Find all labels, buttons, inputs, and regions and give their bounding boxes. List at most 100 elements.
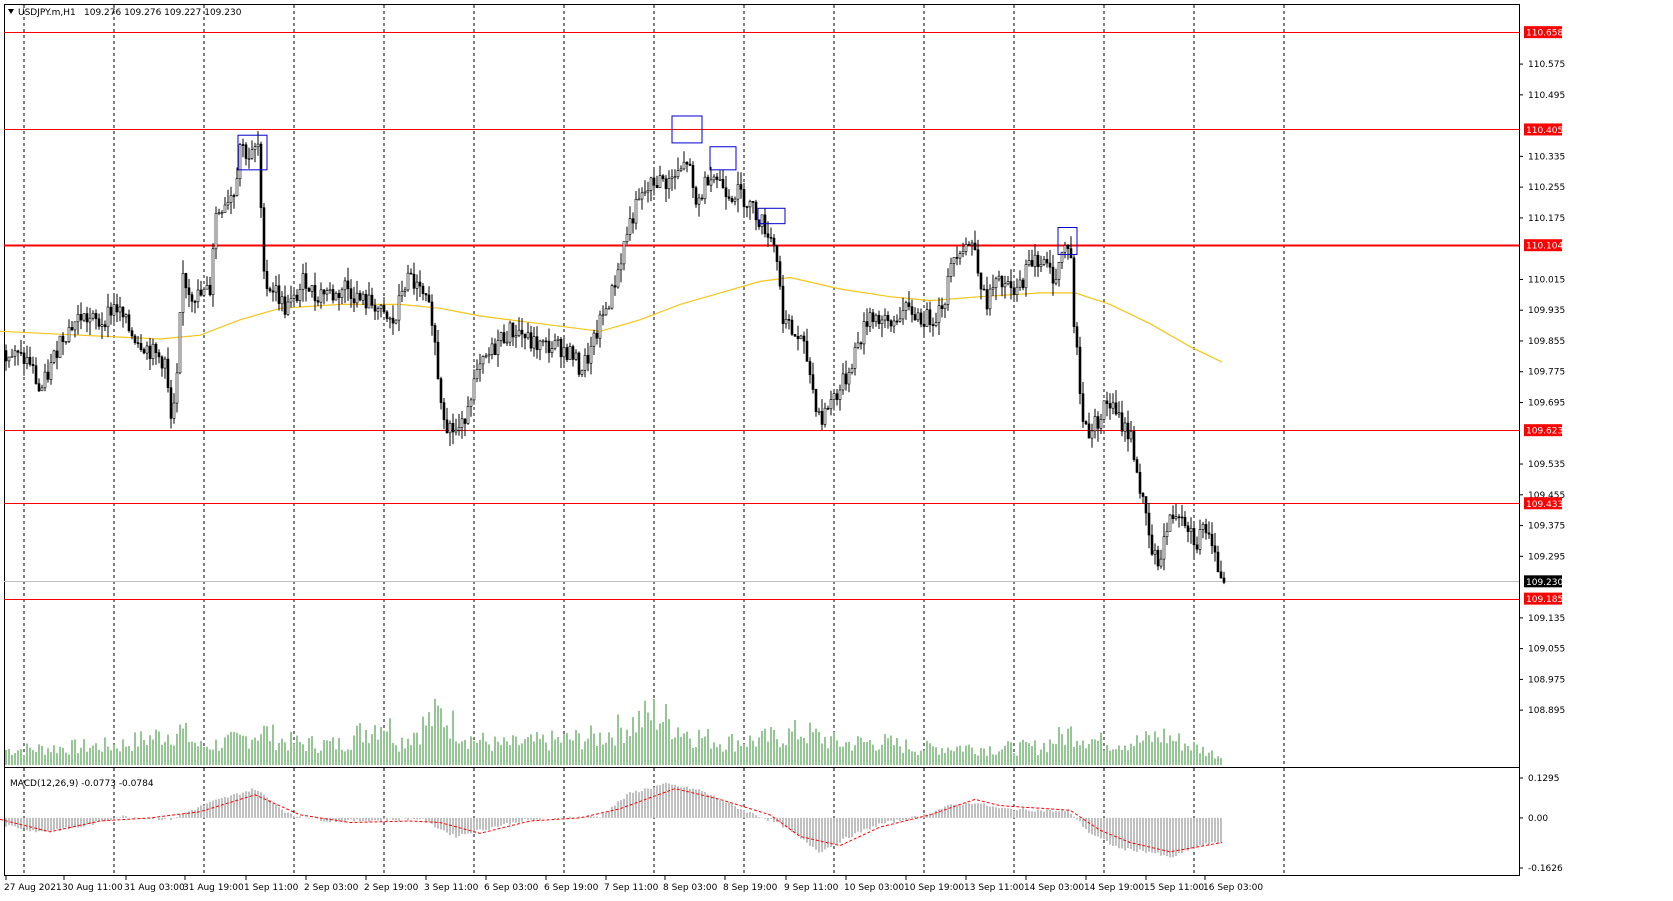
candle-body [337, 292, 341, 298]
candle-body [1117, 412, 1121, 415]
candle-body [73, 321, 77, 331]
candle-body [784, 318, 788, 325]
candle-body [913, 314, 917, 321]
candle-body [607, 307, 611, 310]
candle-body [481, 356, 485, 365]
triangle-down-icon[interactable] [8, 9, 14, 14]
price-axis[interactable]: 110.575 110.495 110.335 110.255 110.175 110.0… [1519, 26, 1565, 716]
candle-body [985, 289, 989, 310]
level-price-badge[interactable] [1524, 26, 1562, 39]
level-price-badge[interactable] [1524, 592, 1562, 605]
analysis-box[interactable] [757, 207, 786, 225]
time-tick-label: 27 Aug 2021 [4, 883, 62, 893]
analysis-box[interactable] [671, 115, 703, 144]
candle-body [598, 314, 602, 339]
candle-body [1075, 326, 1079, 348]
candle-body [1156, 549, 1160, 567]
level-price-badge[interactable] [1524, 497, 1562, 510]
candle-body [781, 285, 785, 325]
candle-body [706, 176, 710, 186]
candle-body [1072, 257, 1076, 327]
candle-body [625, 234, 629, 242]
candle-body [523, 333, 527, 339]
candle-body [487, 354, 491, 357]
candle-body [463, 418, 467, 424]
candle-body [400, 290, 404, 297]
level-price-badge[interactable] [1524, 239, 1562, 252]
candle-body [1009, 281, 1013, 289]
macd-tick-label: 0.1295 [1528, 774, 1560, 784]
volume-bars [5, 698, 1222, 765]
price-tick-label: 109.295 [1528, 552, 1565, 562]
time-tick-label: 10 Sep 03:00 [844, 883, 904, 893]
candle-body [916, 312, 920, 321]
candle-body [1048, 262, 1052, 268]
candle-body [574, 352, 578, 360]
analysis-box[interactable] [709, 146, 737, 171]
horizontal-levels[interactable] [4, 32, 1519, 600]
level-price-badge[interactable] [1524, 424, 1562, 437]
level-price-text: 109.185 [1526, 595, 1563, 605]
candle-body [562, 347, 566, 358]
candle-body [331, 289, 335, 301]
candle-body [409, 272, 413, 275]
candle-body [871, 312, 875, 323]
candle-body [379, 304, 383, 310]
candle-body [520, 329, 524, 335]
candle-body [421, 285, 425, 294]
candle-body [1201, 524, 1205, 530]
candle-body [112, 304, 116, 316]
time-tick-label: 16 Sep 03:00 [1203, 883, 1263, 893]
candle-body [31, 364, 35, 366]
candle-body [208, 284, 212, 296]
candle-body [472, 378, 476, 401]
level-price-text: 110.104 [1526, 242, 1563, 252]
candle-body [541, 340, 545, 343]
candle-body [493, 343, 497, 356]
price-tick-label: 110.335 [1528, 152, 1565, 162]
candle-body [886, 314, 890, 322]
candle-body [793, 334, 797, 337]
candle-body [445, 419, 449, 434]
candle-body [214, 213, 218, 250]
candle-body [61, 335, 65, 343]
candle-body [589, 345, 593, 364]
analysis-box[interactable] [1057, 227, 1078, 255]
candle-body [712, 176, 716, 181]
level-price-badge[interactable] [1524, 123, 1562, 136]
candle-body [433, 325, 437, 343]
time-tick-label: 3 Sep 11:00 [424, 883, 479, 893]
analysis-box[interactable] [237, 134, 268, 171]
candle-body [703, 176, 707, 200]
candle-body [976, 249, 980, 274]
candle-body [640, 192, 644, 200]
candle-body [637, 198, 641, 201]
candle-body [1066, 245, 1070, 249]
candle-body [748, 201, 752, 208]
candle-body [814, 389, 818, 412]
price-tick-label: 109.935 [1528, 306, 1565, 316]
candle-body [1174, 516, 1178, 519]
candle-body [856, 342, 860, 348]
candle-body [1051, 266, 1055, 284]
candle-body [1036, 254, 1040, 267]
candle-body [121, 306, 125, 318]
time-tick-label: 2 Sep 03:00 [304, 883, 359, 893]
candle-body [388, 317, 392, 320]
candle-body [343, 280, 347, 291]
analysis-boxes[interactable] [237, 115, 1078, 255]
candle-body [280, 296, 284, 305]
candle-body [1204, 524, 1208, 534]
candle-body [442, 402, 446, 421]
price-tick-label: 109.695 [1528, 398, 1565, 408]
candle-body [946, 275, 950, 305]
candle-body [766, 233, 770, 238]
candle-body [328, 289, 332, 292]
candle-body [286, 301, 290, 315]
candle-body [1102, 400, 1106, 420]
candle-body [679, 168, 683, 171]
candle-body [1084, 421, 1088, 425]
